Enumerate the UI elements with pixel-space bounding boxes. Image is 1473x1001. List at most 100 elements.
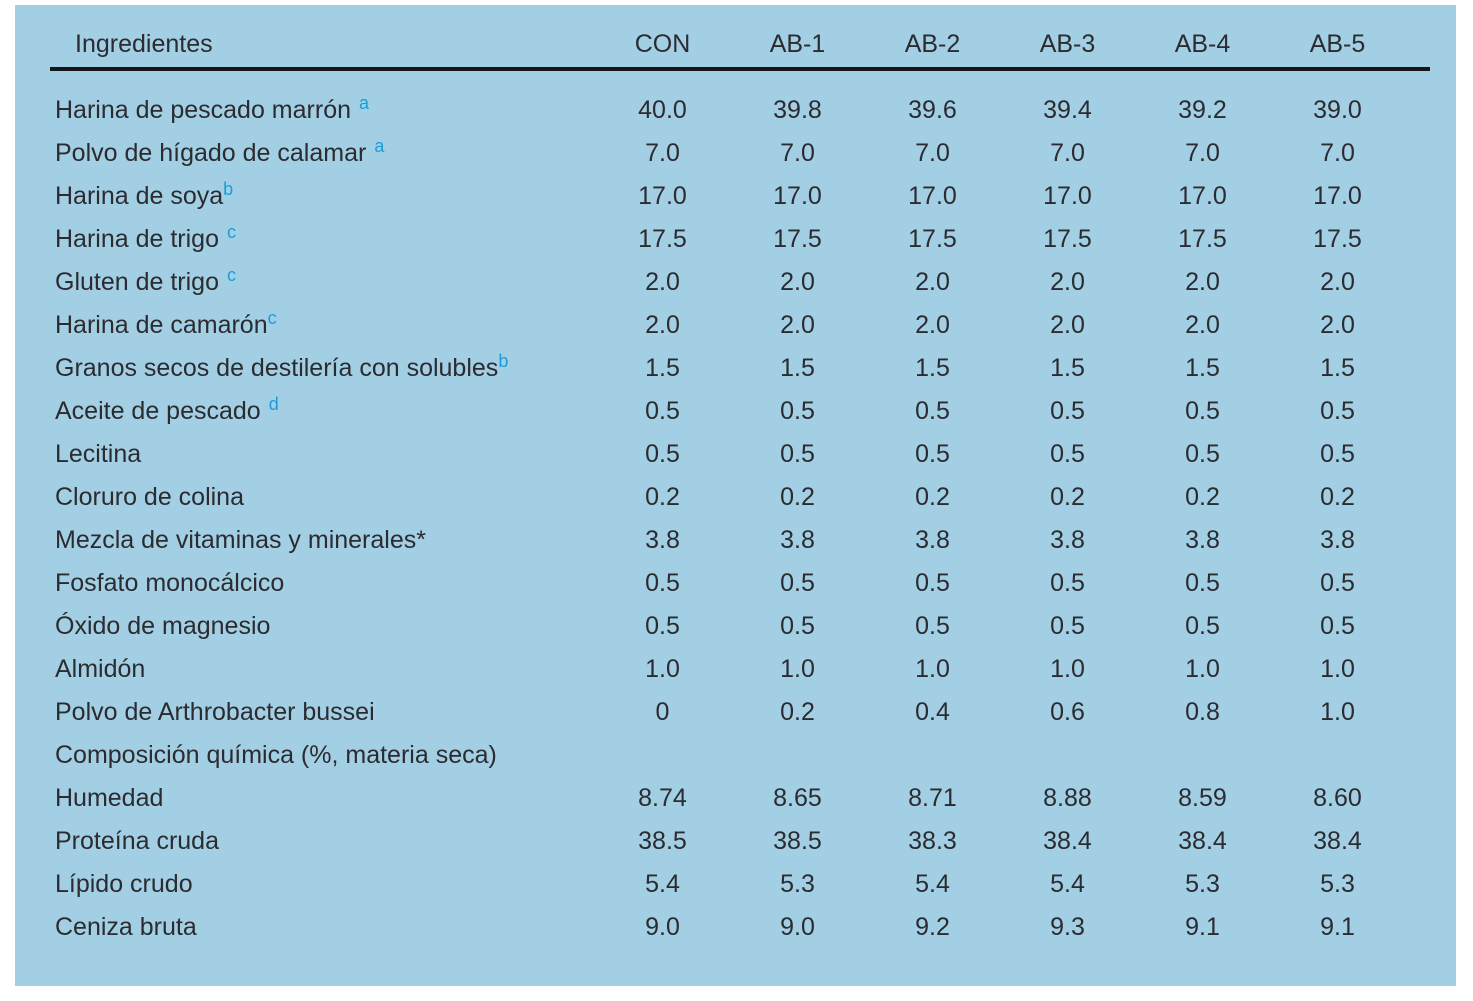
cell-value: 1.0 [1185, 655, 1220, 683]
cell-value: 1.0 [1320, 698, 1355, 726]
row-label: Cloruro de colina [50, 483, 595, 512]
table-row: Óxido de magnesio 0.5 0.5 0.5 0.5 0.5 0.5 [50, 605, 1430, 648]
table-row: Harina de soyab 17.0 17.0 17.0 17.0 17.0 17.0 [50, 175, 1430, 218]
footnote-marker: a [359, 93, 370, 113]
row-label: Proteína cruda [50, 827, 595, 856]
row-label: Polvo de hígado de calamar a [50, 136, 595, 168]
table-row: Mezcla de vitaminas y minerales* 3.8 3.8 3.… [50, 519, 1430, 562]
cell-value: 9.1 [1185, 913, 1220, 941]
table-row: Harina de pescado marrón a 40.0 39.8 39.6 39.… [50, 89, 1430, 132]
cell-value: 38.5 [638, 827, 687, 855]
cell-value: 5.4 [645, 870, 680, 898]
cell-value: 1.0 [645, 655, 680, 683]
header-row: Ingredientes CON AB-1 AB-2 AB-3 AB-4 AB-5 [50, 22, 1430, 71]
cell-value: 17.5 [638, 225, 687, 253]
cell-value: 0.5 [1050, 397, 1085, 425]
cell-value: 0.5 [915, 612, 950, 640]
cell-value: 8.60 [1313, 784, 1362, 812]
row-label: Lípido crudo [50, 870, 595, 899]
row-label-text: Proteína cruda [55, 827, 219, 855]
ingredients-table: Ingredientes CON AB-1 AB-2 AB-3 AB-4 AB-5 Hari… [50, 22, 1430, 949]
row-label-text: Óxido de magnesio [55, 612, 271, 640]
row-label: Ceniza bruta [50, 913, 595, 942]
footnote-marker: c [226, 222, 236, 242]
cell-value: 2.0 [780, 311, 815, 339]
cell-value: 3.8 [1185, 526, 1220, 554]
cell-value: 17.5 [1178, 225, 1227, 253]
row-label-text: Almidón [55, 655, 146, 683]
row-label-text: Mezcla de vitaminas y minerales* [55, 526, 426, 554]
cell-value: 7.0 [780, 139, 815, 167]
cell-value: 7.0 [645, 139, 680, 167]
cell-value: 2.0 [645, 311, 680, 339]
table-row: Composición química (%, materia seca) [50, 734, 1430, 777]
cell-value: 39.8 [773, 96, 822, 124]
row-label-text: Humedad [55, 784, 164, 812]
footnote-marker: a [374, 136, 385, 156]
row-label: Harina de camarónc [50, 308, 595, 340]
row-label: Harina de pescado marrón a [50, 93, 595, 125]
row-label-text: Harina de trigo [55, 225, 219, 253]
cell-value: 0.5 [1185, 440, 1220, 468]
cell-value: 17.5 [1043, 225, 1092, 253]
column-header: AB-2 [904, 30, 961, 58]
table-row: Polvo de Arthrobacter bussei 0 0.2 0.4 0.6 0.… [50, 691, 1430, 734]
table-row: Ceniza bruta 9.0 9.0 9.2 9.3 9.1 9.1 [50, 906, 1430, 949]
cell-value: 2.0 [915, 268, 950, 296]
cell-value: 17.0 [1178, 182, 1227, 210]
cell-value: 17.0 [773, 182, 822, 210]
row-label: Almidón [50, 655, 595, 684]
row-label: Composición química (%, materia seca) [50, 741, 595, 770]
cell-value: 0.2 [1050, 483, 1085, 511]
cell-value: 38.4 [1313, 827, 1362, 855]
cell-value: 3.8 [780, 526, 815, 554]
row-label-text: Lecitina [55, 440, 142, 468]
footnote-marker: c [267, 308, 277, 328]
row-label: Gluten de trigo c [50, 265, 595, 297]
cell-value: 0.5 [1050, 612, 1085, 640]
cell-value: 2.0 [915, 311, 950, 339]
row-label: Harina de trigo c [50, 222, 595, 254]
cell-value: 17.0 [1043, 182, 1092, 210]
table-body: Harina de pescado marrón a 40.0 39.8 39.6 39.… [50, 71, 1430, 949]
footnote-marker: c [227, 265, 236, 285]
cell-value: 2.0 [780, 268, 815, 296]
cell-value: 1.0 [1320, 655, 1355, 683]
cell-value: 17.0 [908, 182, 957, 210]
cell-value: 1.0 [1050, 655, 1085, 683]
cell-value: 0.4 [915, 698, 950, 726]
cell-value: 5.3 [1320, 870, 1355, 898]
cell-value: 0.5 [645, 440, 680, 468]
cell-value: 0.5 [780, 440, 815, 468]
cell-value: 8.88 [1043, 784, 1092, 812]
cell-value: 38.3 [908, 827, 957, 855]
cell-value: 0.5 [1050, 440, 1085, 468]
row-label-text: Polvo de Arthrobacter bussei [55, 698, 375, 726]
cell-value: 0.5 [780, 569, 815, 597]
cell-value: 38.4 [1178, 827, 1227, 855]
row-label: Polvo de Arthrobacter bussei [50, 698, 595, 727]
cell-value: 2.0 [1185, 268, 1220, 296]
cell-value: 0.2 [1320, 483, 1355, 511]
cell-value: 7.0 [1185, 139, 1220, 167]
cell-value: 0.8 [1185, 698, 1220, 726]
cell-value: 0 [655, 698, 670, 726]
cell-value: 2.0 [1050, 311, 1085, 339]
cell-value: 1.0 [915, 655, 950, 683]
cell-value: 8.74 [638, 784, 687, 812]
row-label-text: Lípido crudo [55, 870, 193, 898]
row-label-text: Polvo de hígado de calamar [55, 139, 367, 167]
cell-value: 1.5 [915, 354, 950, 382]
cell-value: 40.0 [638, 96, 687, 124]
cell-value: 8.65 [773, 784, 822, 812]
cell-value: 0.2 [780, 698, 815, 726]
column-header-ingredientes: Ingredientes [75, 30, 213, 58]
cell-value: 2.0 [645, 268, 680, 296]
row-label-text: Fosfato monocálcico [55, 569, 285, 597]
table-row: Almidón 1.0 1.0 1.0 1.0 1.0 1.0 [50, 648, 1430, 691]
cell-value: 39.0 [1313, 96, 1362, 124]
table-row: Gluten de trigo c 2.0 2.0 2.0 2.0 2.0 2.0 [50, 261, 1430, 304]
cell-value: 7.0 [915, 139, 950, 167]
cell-value: 5.3 [1185, 870, 1220, 898]
footnote-marker: d [268, 394, 279, 414]
